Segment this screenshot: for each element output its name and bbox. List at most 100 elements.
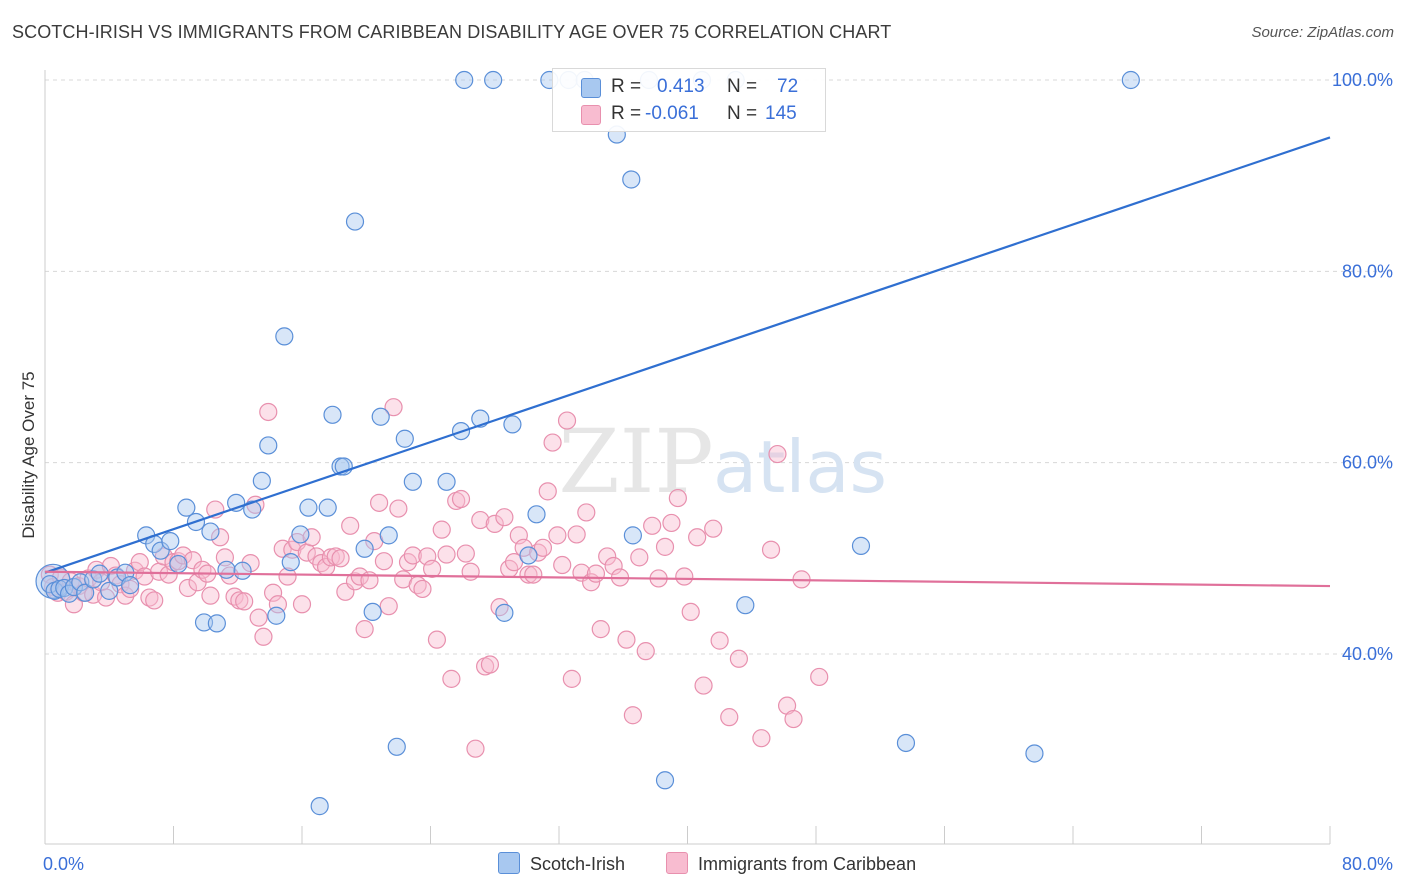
point-scotch-irish xyxy=(55,578,74,598)
y-tick-label: 60.0% xyxy=(1342,453,1393,473)
point-caribbean xyxy=(268,595,288,614)
point-scotch-irish xyxy=(121,576,140,595)
legend-item-caribbean: Immigrants from Caribbean xyxy=(666,852,916,875)
stats-n-value-scotch-irish: 72 xyxy=(777,76,799,97)
point-caribbean xyxy=(567,525,586,544)
point-scotch-irish xyxy=(1121,70,1140,90)
trend-line-scotch-irish xyxy=(44,136,1331,574)
trend-lines xyxy=(44,136,1331,588)
point-scotch-irish xyxy=(299,498,318,517)
point-scotch-irish xyxy=(736,596,755,615)
point-caribbean xyxy=(370,493,389,512)
point-scotch-irish xyxy=(403,472,422,491)
point-caribbean xyxy=(341,516,360,535)
point-scotch-irish xyxy=(345,212,365,231)
point-caribbean xyxy=(259,402,278,422)
point-caribbean xyxy=(461,562,480,581)
series-immigrants-points xyxy=(40,398,829,758)
point-caribbean xyxy=(675,567,694,586)
legend-item-scotch-irish: Scotch-Irish xyxy=(498,852,625,875)
point-caribbean xyxy=(810,667,829,687)
stats-row-scotch-irish: R = 0.413 N = 72 xyxy=(553,74,825,100)
point-caribbean xyxy=(355,620,374,639)
legend-swatch-scotch-irish xyxy=(498,852,520,874)
point-scotch-irish xyxy=(323,405,342,424)
point-caribbean xyxy=(331,549,350,568)
point-scotch-irish xyxy=(519,546,538,565)
point-caribbean xyxy=(263,583,283,602)
point-caribbean xyxy=(471,510,490,530)
point-scotch-irish xyxy=(233,561,252,580)
point-caribbean xyxy=(519,565,538,584)
source-label: Source: ZipAtlas.com xyxy=(1251,24,1394,41)
point-caribbean xyxy=(557,411,577,430)
point-caribbean xyxy=(623,706,642,725)
point-caribbean xyxy=(694,676,713,695)
point-caribbean xyxy=(630,548,649,567)
point-scotch-irish xyxy=(90,564,109,583)
point-caribbean xyxy=(379,597,398,616)
point-caribbean xyxy=(598,547,617,566)
point-caribbean xyxy=(548,526,567,545)
point-caribbean xyxy=(254,627,273,646)
point-caribbean xyxy=(278,567,297,586)
point-caribbean xyxy=(456,544,475,563)
point-caribbean xyxy=(543,433,562,452)
x-tick-label: 80.0% xyxy=(1342,854,1393,874)
point-caribbean xyxy=(403,546,422,565)
point-caribbean xyxy=(130,553,149,572)
point-scotch-irish xyxy=(395,429,414,448)
point-caribbean xyxy=(533,538,553,557)
point-scotch-irish xyxy=(100,581,119,600)
point-scotch-irish xyxy=(169,554,188,574)
point-caribbean xyxy=(413,579,432,599)
point-caribbean xyxy=(427,630,447,649)
point-caribbean xyxy=(121,579,140,599)
point-caribbean xyxy=(643,516,662,535)
point-caribbean xyxy=(466,739,485,758)
point-caribbean xyxy=(480,655,500,674)
axes xyxy=(44,70,1331,845)
y-tick-label: 40.0% xyxy=(1342,644,1393,664)
point-caribbean xyxy=(586,564,606,583)
point-scotch-irish xyxy=(371,407,390,426)
stats-r-label: R = xyxy=(611,76,642,97)
x-tick-label: 0.0% xyxy=(43,854,84,874)
stats-r-value-caribbean: -0.061 xyxy=(645,103,699,124)
point-scotch-irish xyxy=(291,525,310,544)
point-caribbean xyxy=(752,729,771,748)
point-scotch-irish xyxy=(76,583,95,602)
point-caribbean xyxy=(577,503,596,522)
point-caribbean xyxy=(292,595,312,614)
point-caribbean xyxy=(174,546,193,565)
stats-r-label: R = xyxy=(611,103,642,124)
point-scotch-irish xyxy=(318,498,337,517)
point-scotch-irish xyxy=(161,532,180,551)
point-scotch-irish xyxy=(623,526,642,545)
point-caribbean xyxy=(604,556,623,576)
point-caribbean xyxy=(442,669,461,688)
legend-swatch-caribbean xyxy=(666,852,688,874)
stats-n-label: N = xyxy=(727,103,758,124)
stats-n-value-caribbean: 145 xyxy=(765,103,797,124)
point-scotch-irish xyxy=(896,733,916,753)
point-caribbean xyxy=(423,559,442,578)
point-caribbean xyxy=(704,519,723,538)
point-caribbean xyxy=(183,551,202,570)
legend-label-caribbean: Immigrants from Caribbean xyxy=(698,854,917,874)
point-caribbean xyxy=(617,630,636,649)
point-caribbean xyxy=(710,631,729,650)
point-caribbean xyxy=(389,499,408,518)
grid-lines xyxy=(45,79,1392,655)
point-caribbean xyxy=(662,513,681,533)
point-scotch-irish xyxy=(527,505,546,524)
point-caribbean xyxy=(432,520,451,539)
point-scotch-irish xyxy=(437,472,456,491)
point-scotch-irish xyxy=(217,560,236,579)
watermark-atlas: atlas xyxy=(713,425,887,509)
point-scotch-irish xyxy=(387,737,406,756)
point-caribbean xyxy=(140,588,159,607)
trend-line-caribbean xyxy=(44,570,1331,588)
point-scotch-irish xyxy=(201,522,220,541)
point-caribbean xyxy=(668,488,687,508)
